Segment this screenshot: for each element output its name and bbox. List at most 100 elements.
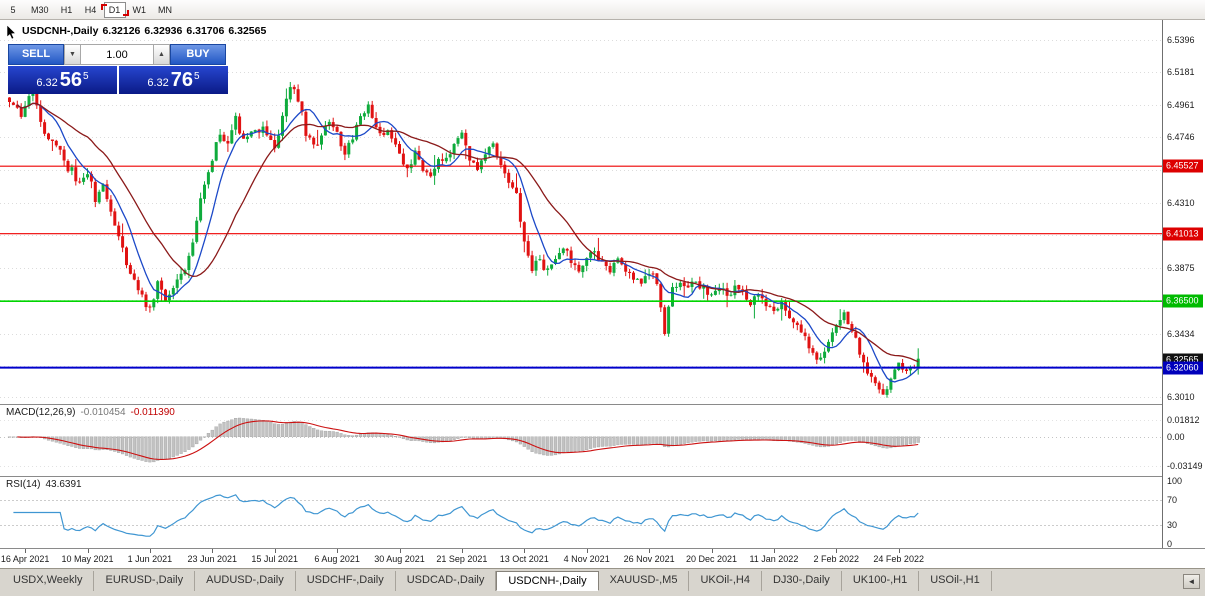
tab-ukoil-h4[interactable]: UKOil-,H4 <box>689 571 762 591</box>
macd-tick-label: -0.03149 <box>1167 460 1203 471</box>
date-tick-mark <box>711 549 713 553</box>
tab-eurusd-daily[interactable]: EURUSD-,Daily <box>94 571 196 591</box>
rsi-tick-label: 100 <box>1167 476 1183 486</box>
tab-usdcad-daily[interactable]: USDCAD-,Daily <box>396 571 497 591</box>
date-tick-label: 1 Jun 2021 <box>127 554 173 564</box>
rsi-label: RSI(14) 43.6391 <box>6 479 82 490</box>
date-tick-label: 16 Apr 2021 <box>0 554 50 564</box>
tab-uk100-h1[interactable]: UK100-,H1 <box>842 571 920 591</box>
date-tick-label: 6 Aug 2021 <box>314 554 360 564</box>
buy-price-display[interactable]: 6.32 76 5 <box>119 66 228 94</box>
volume-down-button[interactable]: ▼ <box>64 44 81 65</box>
date-tick-label: 26 Nov 2021 <box>623 554 675 564</box>
price-tick-label: 6.5396 <box>1167 35 1195 46</box>
chart-symbol-timeframe: USDCNH-,Daily <box>22 25 99 37</box>
timeframe-button-h1[interactable]: H1 <box>60 4 73 15</box>
price-axis[interactable]: 6.5396 6.5181 6.4961 6.4746 6.4310 6.3875 6.34… <box>1162 20 1205 549</box>
price-tick-label: 6.5181 <box>1167 67 1195 78</box>
rsi-name: RSI(14) <box>6 479 41 490</box>
date-tick-label: 20 Dec 2021 <box>685 554 738 564</box>
price-tick-label: 6.4961 <box>1167 100 1195 111</box>
date-tick-label: 30 Aug 2021 <box>374 554 425 564</box>
price-tick-label: 6.3010 <box>1167 391 1195 402</box>
price-tick-label: 6.4310 <box>1167 197 1195 208</box>
macd-value-main: -0.010454 <box>80 407 126 418</box>
date-tick-label: 23 Jun 2021 <box>187 554 238 564</box>
mouse-cursor-icon <box>6 24 17 45</box>
tab-usdx-weekly[interactable]: USDX,Weekly <box>2 571 95 591</box>
timeframe-button-5[interactable]: 5 <box>10 4 16 15</box>
date-tick-mark <box>524 549 526 553</box>
date-tick-mark <box>25 549 27 553</box>
date-tick-label: 11 Jan 2022 <box>749 554 799 564</box>
timeframe-button-w1[interactable]: W1 <box>132 4 147 15</box>
price-badge: 6.36500 <box>1163 294 1203 308</box>
sell-price-frac: 5 <box>83 71 89 82</box>
tab-scroll-left-button[interactable]: ◄ <box>1183 574 1200 589</box>
date-tick-label: 4 Nov 2021 <box>563 554 610 564</box>
date-tick-mark <box>274 549 276 553</box>
tab-dj30-daily[interactable]: DJ30-,Daily <box>762 571 842 591</box>
period-toolbar: 5 M30 H1 H4 D1 W1 MN <box>0 0 1205 20</box>
tab-bar: ◄ USDX,Weekly EURUSD-,Daily AUDUSD-,Daily U… <box>0 568 1205 596</box>
timeframe-button-m30[interactable]: M30 <box>31 4 49 15</box>
date-tick-label: 24 Feb 2022 <box>873 554 924 564</box>
pane-separator[interactable] <box>0 476 1205 477</box>
buy-price-big: 6.32 <box>147 77 169 89</box>
macd-name: MACD(12,26,9) <box>6 407 76 418</box>
ohlc-close: 6.32565 <box>228 25 267 37</box>
buy-price-pips: 76 <box>170 69 194 91</box>
macd-pane[interactable] <box>0 404 1162 476</box>
date-tick-label: 13 Oct 2021 <box>499 554 549 564</box>
rsi-tick-label: 0 <box>1167 539 1173 549</box>
date-tick-mark <box>149 549 151 553</box>
macd-tick-label: 0.01812 <box>1167 415 1200 426</box>
buy-price-frac: 5 <box>194 71 200 82</box>
price-badge: 6.41013 <box>1163 227 1203 241</box>
price-tick-label: 6.3875 <box>1167 262 1195 273</box>
macd-label: MACD(12,26,9) -0.010454 -0.011390 <box>6 407 175 418</box>
timeframe-button-mn[interactable]: MN <box>158 4 173 15</box>
rsi-pane[interactable] <box>0 476 1162 548</box>
pane-separator[interactable] <box>0 404 1205 405</box>
tab-xauusd-m5[interactable]: XAUUSD-,M5 <box>599 571 690 591</box>
volume-up-button[interactable]: ▲ <box>153 44 170 65</box>
tab-audusd-daily[interactable]: AUDUSD-,Daily <box>195 571 296 591</box>
timeframe-button-h4[interactable]: H4 <box>84 4 97 15</box>
date-tick-label: 15 Jul 2021 <box>251 554 298 564</box>
date-tick-mark <box>337 549 339 553</box>
buy-button[interactable]: BUY <box>170 44 226 65</box>
date-tick-label: 2 Feb 2022 <box>813 554 860 564</box>
date-axis[interactable]: 16 Apr 2021 10 May 2021 1 Jun 2021 23 Jun 2… <box>0 548 1205 568</box>
sell-button[interactable]: SELL <box>8 44 64 65</box>
ohlc-open: 6.32126 <box>102 25 141 37</box>
rsi-tick-label: 30 <box>1167 520 1178 531</box>
timeframe-button-d1[interactable]: D1 <box>100 1 129 18</box>
price-badge: 6.45527 <box>1163 159 1203 173</box>
date-tick-mark <box>212 549 214 553</box>
one-click-trade-panel: SELL ▼ ▲ BUY 6.32 56 5 6.32 76 5 <box>8 44 228 94</box>
sell-price-pips: 56 <box>59 69 83 91</box>
date-tick-mark <box>898 549 900 553</box>
date-tick-mark <box>87 549 89 553</box>
volume-input[interactable] <box>81 44 153 65</box>
sell-price-display[interactable]: 6.32 56 5 <box>8 66 117 94</box>
date-tick-mark <box>461 549 463 553</box>
date-tick-mark <box>586 549 588 553</box>
tab-usdchf-daily[interactable]: USDCHF-,Daily <box>296 571 396 591</box>
date-tick-mark <box>836 549 838 553</box>
rsi-tick-label: 70 <box>1167 494 1178 505</box>
sell-price-big: 6.32 <box>36 77 58 89</box>
macd-value-signal: -0.011390 <box>130 407 175 418</box>
ohlc-low: 6.31706 <box>186 25 225 37</box>
date-tick-label: 21 Sep 2021 <box>436 554 488 564</box>
price-badge: 6.32060 <box>1163 361 1203 375</box>
ohlc-high: 6.32936 <box>144 25 183 37</box>
date-tick-mark <box>773 549 775 553</box>
tab-usoil-h1[interactable]: USOil-,H1 <box>919 571 992 591</box>
chart-ohlc-title: USDCNH-,Daily 6.32126 6.32936 6.31706 6.3256… <box>22 25 270 37</box>
rsi-value: 43.6391 <box>45 479 82 490</box>
date-tick-mark <box>649 549 651 553</box>
tab-usdcnh-daily[interactable]: USDCNH-,Daily <box>496 571 599 591</box>
date-tick-mark <box>399 549 401 553</box>
